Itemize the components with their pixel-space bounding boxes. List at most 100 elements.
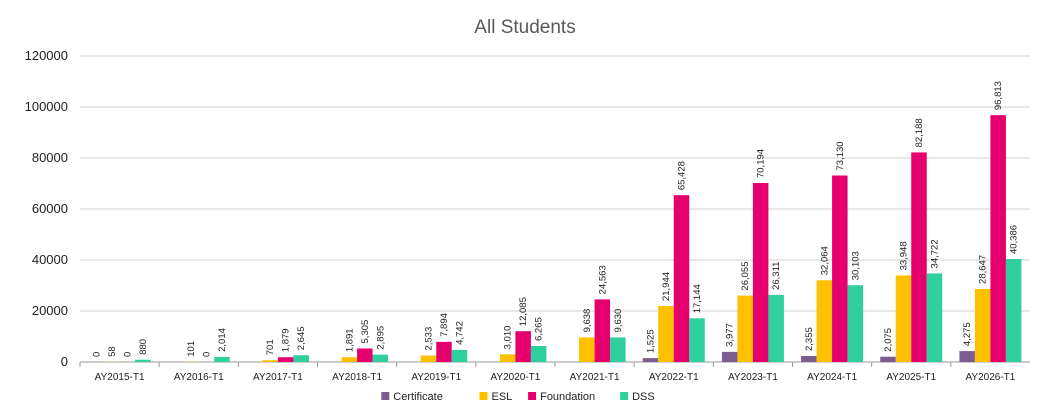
data-label: 3,977 [725,323,736,347]
x-tick-label: AY2022-T1 [649,372,699,383]
bar-dss [847,285,864,362]
data-label: 21,944 [661,272,672,301]
bar-dss [214,356,230,362]
data-label: 1,879 [281,328,292,352]
data-label: 30,103 [850,251,861,280]
bar-certificate [721,351,738,362]
x-tick-label: AY2020-T1 [490,372,540,383]
data-label: 2,075 [883,328,894,352]
bar-foundation [515,331,531,362]
legend-item-certificate: Certificate [381,391,443,403]
bar-certificate [959,351,975,362]
bar-foundation [673,195,690,362]
y-axis: 0 20000 40000 60000 80000 100000 120000 [25,48,68,369]
data-label: 28,647 [978,255,989,284]
y-tick-label: 120000 [25,48,68,63]
x-tick-label: AY2017-T1 [253,372,303,383]
bar-esl [895,275,912,362]
bar-esl [816,280,833,362]
data-label: 4,275 [962,322,973,346]
data-label: 2,895 [375,326,386,350]
data-label: 58 [107,346,118,357]
bar-certificate [880,356,896,362]
x-tick-label: AY2018-T1 [332,372,382,383]
bar-certificate [642,358,659,362]
data-label: 2,645 [296,326,307,350]
y-tick-label: 0 [61,354,68,369]
data-label: 1,891 [344,328,355,352]
data-label: 2,533 [424,327,435,351]
bar-certificate [801,355,817,362]
data-label: 5,305 [360,320,371,344]
data-label: 701 [265,339,276,355]
chart-title: All Students [474,17,575,38]
legend-item-foundation: Foundation [528,391,595,403]
data-label: 880 [138,339,149,355]
y-tick-label: 80000 [32,150,68,165]
y-tick-label: 100000 [25,99,68,114]
data-label: 6,265 [534,317,545,341]
legend-label: DSS [632,391,655,403]
data-label: 96,813 [993,81,1004,110]
bar-foundation [436,341,452,362]
x-tick-label: AY2021-T1 [570,372,620,383]
bar-dss [926,273,943,362]
data-label: 4,742 [455,321,466,345]
data-label: 12,085 [518,297,529,326]
bar-foundation [752,183,769,362]
data-label: 17,144 [692,284,703,313]
data-label: 65,428 [677,161,688,190]
legend-swatch [528,392,537,400]
legend: Certificate ESL Foundation DSS [381,391,655,403]
bar-dss [293,355,309,362]
data-label: 0 [202,352,213,357]
data-label: 73,130 [835,141,846,170]
bar-dss [135,359,151,362]
data-label: 9,630 [613,309,624,333]
data-label: 101 [186,341,197,357]
bar-esl [499,354,516,362]
data-label: 7,894 [439,313,450,337]
bar-dss [530,346,547,362]
legend-label: Certificate [393,391,443,403]
data-label: 70,194 [756,149,767,178]
bar-dss [689,318,705,362]
x-tick-label: AY2026-T1 [965,372,1015,383]
bar-dss [372,354,389,362]
data-label: 33,948 [899,241,910,270]
y-tick-label: 60000 [32,201,68,216]
data-label: 24,563 [597,265,608,294]
bar-foundation [594,299,611,362]
data-label: 3,010 [503,326,514,350]
legend-swatch [479,392,488,400]
legend-swatch [381,392,390,400]
gridlines [80,55,1030,363]
data-label: 9,638 [582,309,593,333]
x-tick-label: AY2023-T1 [728,372,778,383]
x-tick-label: AY2015-T1 [95,372,145,383]
x-tick-label: AY2019-T1 [411,372,461,383]
data-label: 26,055 [740,261,751,290]
data-label: 34,722 [930,239,941,268]
bar-foundation [357,348,373,362]
y-tick-label: 40000 [32,252,68,267]
bar-foundation [990,115,1006,362]
bar-foundation [911,152,927,362]
bar-dss [610,337,626,362]
data-label: 0 [122,352,133,357]
bar-dss [768,294,784,362]
x-tick-label: AY2024-T1 [807,372,857,383]
bar-esl [262,360,278,362]
data-label: 26,311 [771,262,782,290]
bar-esl [341,357,358,362]
legend-label: ESL [492,391,513,403]
bar-esl [579,337,595,362]
bar-dss [451,349,468,362]
x-tick-label: AY2016-T1 [174,372,224,383]
data-label: 1,525 [646,329,657,353]
bar-dss [1005,259,1022,362]
data-label: 40,386 [1009,225,1020,254]
bars [104,115,1022,362]
bar-esl [658,306,674,362]
